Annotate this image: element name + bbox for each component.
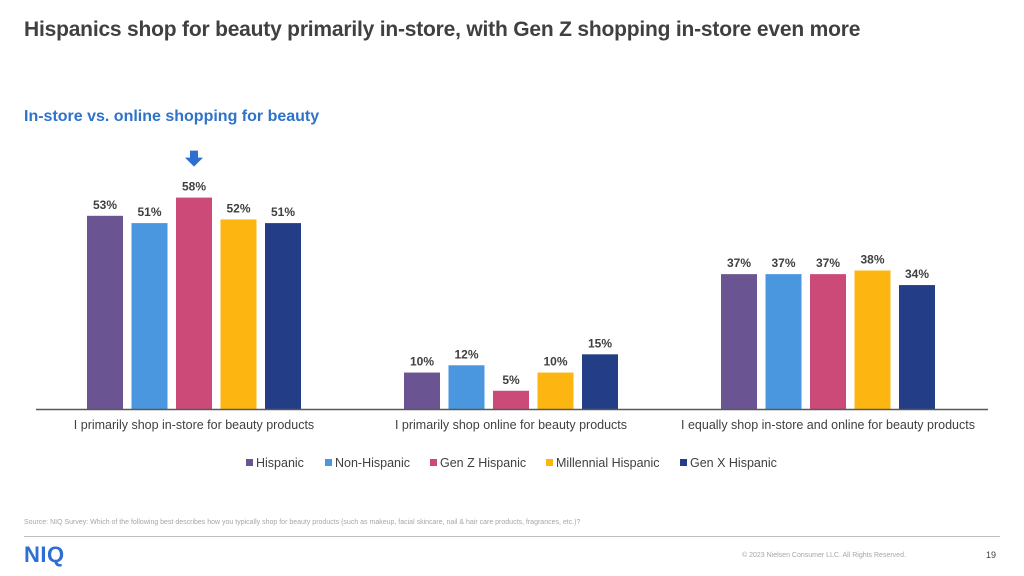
bar-1-2 — [404, 372, 440, 409]
value-label: 12% — [454, 347, 478, 361]
bar-3-2 — [493, 390, 529, 409]
bar-5-1 — [265, 223, 301, 409]
bar-5-2 — [582, 354, 618, 409]
bar-2-1 — [131, 223, 168, 409]
page-number: 19 — [986, 550, 997, 560]
chart-title: In-store vs. online shopping for beauty — [24, 108, 320, 125]
legend-swatch — [430, 459, 437, 466]
bar-3-1 — [176, 197, 212, 409]
bar-1-3 — [721, 274, 757, 409]
source-note: Source: NIQ Survey: Which of the followi… — [24, 519, 581, 526]
niq-logo: NIQ — [24, 542, 65, 567]
bar-4-3 — [854, 270, 891, 409]
bar-1-1 — [87, 215, 123, 409]
legend-item-label: Gen X Hispanic — [690, 456, 777, 470]
legend-item-label: Hispanic — [256, 456, 304, 470]
value-label: 5% — [502, 373, 520, 387]
bar-4-1 — [220, 219, 257, 409]
highlight-arrow-icon — [185, 150, 203, 167]
bars-layer — [87, 197, 935, 409]
legend-swatch — [546, 459, 553, 466]
slide-title: Hispanics shop for beauty primarily in-s… — [24, 18, 861, 41]
value-label: 10% — [543, 355, 567, 369]
value-label: 37% — [816, 256, 840, 270]
value-labels-layer: 53% 51% 58% 52% 51% 10% 12% 5% 10% 15% 37% 37% 37% 38… — [93, 180, 929, 387]
value-label: 34% — [905, 267, 929, 281]
footer-divider — [24, 536, 1000, 537]
bar-2-3 — [765, 274, 802, 409]
down-arrow-icon — [185, 150, 203, 167]
legend-swatch — [680, 459, 687, 466]
category-label: I equally shop in-store and online for b… — [681, 418, 975, 432]
category-label: I primarily shop online for beauty produ… — [395, 418, 627, 432]
value-label: 58% — [182, 180, 206, 194]
legend-item-label: Non-Hispanic — [335, 456, 410, 470]
bar-4-2 — [537, 372, 574, 409]
bar-2-2 — [448, 365, 485, 409]
bar-5-3 — [899, 285, 935, 409]
legend-swatch — [246, 459, 253, 466]
legend: Hispanic Non-Hispanic Gen Z Hispanic Millen… — [246, 456, 777, 470]
value-label: 15% — [588, 336, 612, 350]
value-label: 38% — [860, 252, 884, 266]
value-label: 51% — [271, 205, 295, 219]
value-label: 52% — [226, 201, 250, 215]
legend-swatch — [325, 459, 332, 466]
value-label: 37% — [727, 256, 751, 270]
bar-chart: 53% 51% 58% 52% 51% 10% 12% 5% 10% 15% 37% 37% 37% 38… — [36, 150, 988, 470]
legend-item-label: Millennial Hispanic — [556, 456, 660, 470]
legend-item-label: Gen Z Hispanic — [440, 456, 526, 470]
value-label: 10% — [410, 355, 434, 369]
category-label: I primarily shop in-store for beauty pro… — [74, 418, 314, 432]
category-labels-layer: I primarily shop in-store for beauty pro… — [74, 418, 975, 432]
value-label: 53% — [93, 198, 117, 212]
value-label: 37% — [771, 256, 795, 270]
bar-3-3 — [810, 274, 846, 409]
copyright-text: © 2023 Nielsen Consumer LLC. All Rights … — [742, 552, 906, 559]
value-label: 51% — [137, 205, 161, 219]
